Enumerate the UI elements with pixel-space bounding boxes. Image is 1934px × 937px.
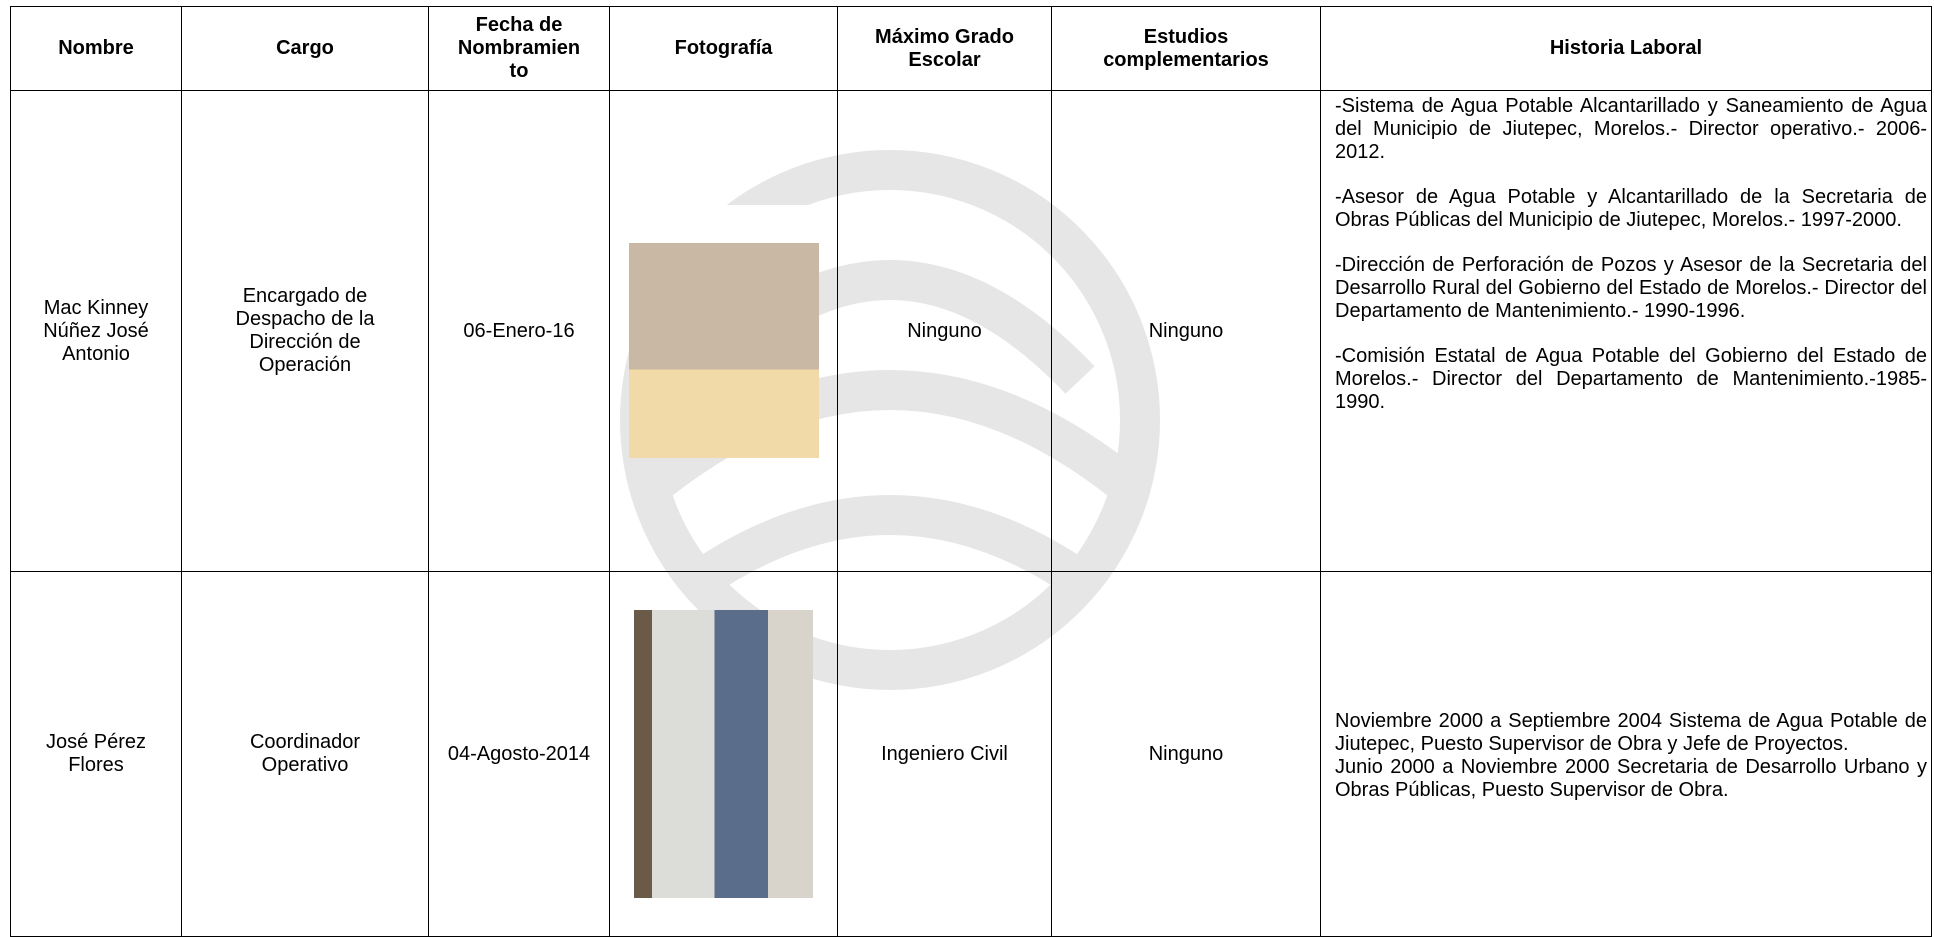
column-header: Cargo [181,6,429,91]
column-header: Máximo Grado Escolar [837,6,1052,91]
table-row: Mac Kinney Núñez José Antonio Encargado d… [10,90,1932,572]
cargo-cell: Encargado de Despacho de la Dirección de… [181,90,429,572]
column-header: Fotografía [609,6,838,91]
photo-cell [609,90,838,572]
historia-entry: -Comisión Estatal de Agua Potable del Go… [1335,345,1927,413]
column-header: Historia Laboral [1320,6,1932,91]
fecha-cell: 06-Enero-16 [428,90,610,572]
staff-table: Nombre Cargo Fecha de Nombramiento Fotograf… [10,6,1932,937]
page: Directorio {"table":{"headers":["Nombre"… [10,6,1932,937]
nombre-cell: José Pérez Flores [10,571,182,937]
historia-entry: -Dirección de Perforación de Pozos y Ase… [1335,254,1927,322]
grado-cell: Ninguno [837,90,1052,572]
column-header: Estudios complementarios [1051,6,1321,91]
historia-entry: Noviembre 2000 a Septiembre 2004 Sistema… [1335,710,1927,755]
historia-entry: Junio 2000 a Noviembre 2000 Secretaria d… [1335,756,1927,801]
historia-cell: -Sistema de Agua Potable Alcantarillado … [1320,90,1932,572]
photo [628,204,819,458]
column-header: Nombre [10,6,182,91]
grado-cell: Ingeniero Civil [837,571,1052,937]
estudios-cell: Ninguno [1051,90,1321,572]
fecha-cell: 04-Agosto-2014 [428,571,610,937]
photo-cell [609,571,838,937]
table-row: José Pérez Flores Coordinador Operativo 04… [10,571,1932,937]
cargo-cell: Coordinador Operativo [181,571,429,937]
historia-entry: -Sistema de Agua Potable Alcantarillado … [1335,95,1927,163]
historia-entry: -Asesor de Agua Potable y Alcantarillado… [1335,186,1927,231]
page-body: Nombre Cargo Fecha de Nombramiento Fotograf… [10,6,1932,937]
column-header-text: Fecha de Nombramiento [457,14,581,82]
header-row: Nombre Cargo Fecha de Nombramiento Fotograf… [10,6,1932,91]
photo [634,610,813,898]
historia-cell: Noviembre 2000 a Septiembre 2004 Sistema… [1320,571,1932,937]
column-header: Fecha de Nombramiento [428,6,610,91]
nombre-cell: Mac Kinney Núñez José Antonio [10,90,182,572]
estudios-cell: Ninguno [1051,571,1321,937]
